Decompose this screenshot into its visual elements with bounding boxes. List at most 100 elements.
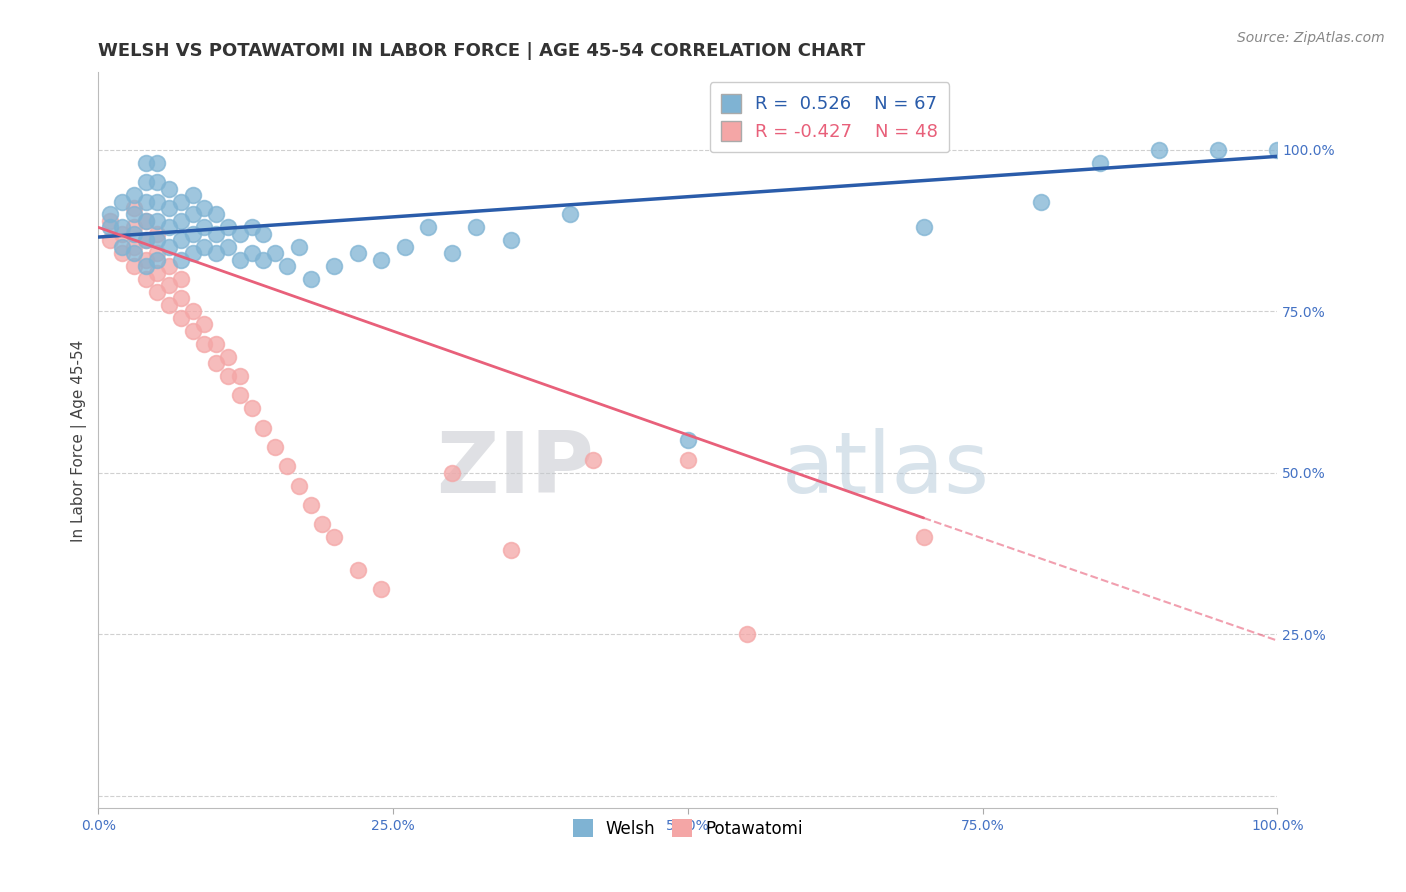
Point xyxy=(170,194,193,209)
Point xyxy=(240,401,263,416)
Point xyxy=(122,220,145,235)
Point xyxy=(146,227,169,241)
Point xyxy=(146,252,169,267)
Point xyxy=(122,207,145,221)
Point xyxy=(134,252,156,267)
Point xyxy=(193,201,215,215)
Point xyxy=(170,272,193,286)
Point xyxy=(370,582,392,596)
Point xyxy=(111,220,134,235)
Point xyxy=(181,324,204,338)
Point xyxy=(157,259,180,273)
Point xyxy=(98,220,121,235)
Point xyxy=(170,310,193,325)
Point xyxy=(146,266,169,280)
Point xyxy=(370,252,392,267)
Point xyxy=(217,368,239,383)
Point xyxy=(217,350,239,364)
Point xyxy=(287,240,309,254)
Point xyxy=(346,246,368,260)
Point xyxy=(252,227,274,241)
Point xyxy=(323,530,346,544)
Point xyxy=(98,233,121,247)
Point xyxy=(676,434,699,448)
Point xyxy=(98,207,121,221)
Point xyxy=(146,233,169,247)
Point xyxy=(146,246,169,260)
Point xyxy=(1090,156,1112,170)
Point xyxy=(122,259,145,273)
Point xyxy=(157,240,180,254)
Point xyxy=(146,214,169,228)
Point xyxy=(264,246,287,260)
Y-axis label: In Labor Force | Age 45-54: In Labor Force | Age 45-54 xyxy=(72,339,87,541)
Text: WELSH VS POTAWATOMI IN LABOR FORCE | AGE 45-54 CORRELATION CHART: WELSH VS POTAWATOMI IN LABOR FORCE | AGE… xyxy=(98,42,866,60)
Point xyxy=(157,298,180,312)
Point xyxy=(98,214,121,228)
Point xyxy=(1208,143,1230,157)
Point xyxy=(134,156,156,170)
Point xyxy=(287,478,309,492)
Point xyxy=(205,356,228,370)
Point xyxy=(440,466,463,480)
Point xyxy=(240,246,263,260)
Point xyxy=(252,252,274,267)
Point xyxy=(181,188,204,202)
Point xyxy=(264,440,287,454)
Point xyxy=(1031,194,1053,209)
Point xyxy=(134,194,156,209)
Point xyxy=(170,214,193,228)
Point xyxy=(146,194,169,209)
Point xyxy=(418,220,440,235)
Point xyxy=(499,233,522,247)
Point xyxy=(276,259,298,273)
Point xyxy=(205,207,228,221)
Point xyxy=(205,227,228,241)
Point xyxy=(582,452,605,467)
Point xyxy=(558,207,581,221)
Point xyxy=(122,246,145,260)
Text: Source: ZipAtlas.com: Source: ZipAtlas.com xyxy=(1237,31,1385,45)
Point xyxy=(299,272,322,286)
Point xyxy=(134,214,156,228)
Point xyxy=(193,220,215,235)
Point xyxy=(134,175,156,189)
Point xyxy=(193,317,215,331)
Point xyxy=(111,240,134,254)
Point xyxy=(134,233,156,247)
Point xyxy=(276,459,298,474)
Point xyxy=(299,498,322,512)
Point xyxy=(122,188,145,202)
Text: atlas: atlas xyxy=(782,428,990,511)
Point xyxy=(111,194,134,209)
Point xyxy=(252,420,274,434)
Point xyxy=(1265,143,1288,157)
Point xyxy=(134,233,156,247)
Point xyxy=(346,563,368,577)
Point xyxy=(181,227,204,241)
Point xyxy=(229,388,252,402)
Point xyxy=(217,220,239,235)
Point xyxy=(181,246,204,260)
Point xyxy=(134,214,156,228)
Point xyxy=(146,285,169,299)
Point xyxy=(157,220,180,235)
Point xyxy=(735,627,758,641)
Point xyxy=(499,543,522,558)
Point xyxy=(146,175,169,189)
Point xyxy=(440,246,463,260)
Point xyxy=(912,530,935,544)
Point xyxy=(170,252,193,267)
Legend: Welsh, Potawatomi: Welsh, Potawatomi xyxy=(567,813,810,844)
Point xyxy=(157,181,180,195)
Point xyxy=(676,452,699,467)
Point xyxy=(146,156,169,170)
Point xyxy=(217,240,239,254)
Point xyxy=(1149,143,1171,157)
Point xyxy=(229,252,252,267)
Point xyxy=(240,220,263,235)
Point xyxy=(122,227,145,241)
Point xyxy=(170,292,193,306)
Point xyxy=(122,201,145,215)
Point xyxy=(464,220,486,235)
